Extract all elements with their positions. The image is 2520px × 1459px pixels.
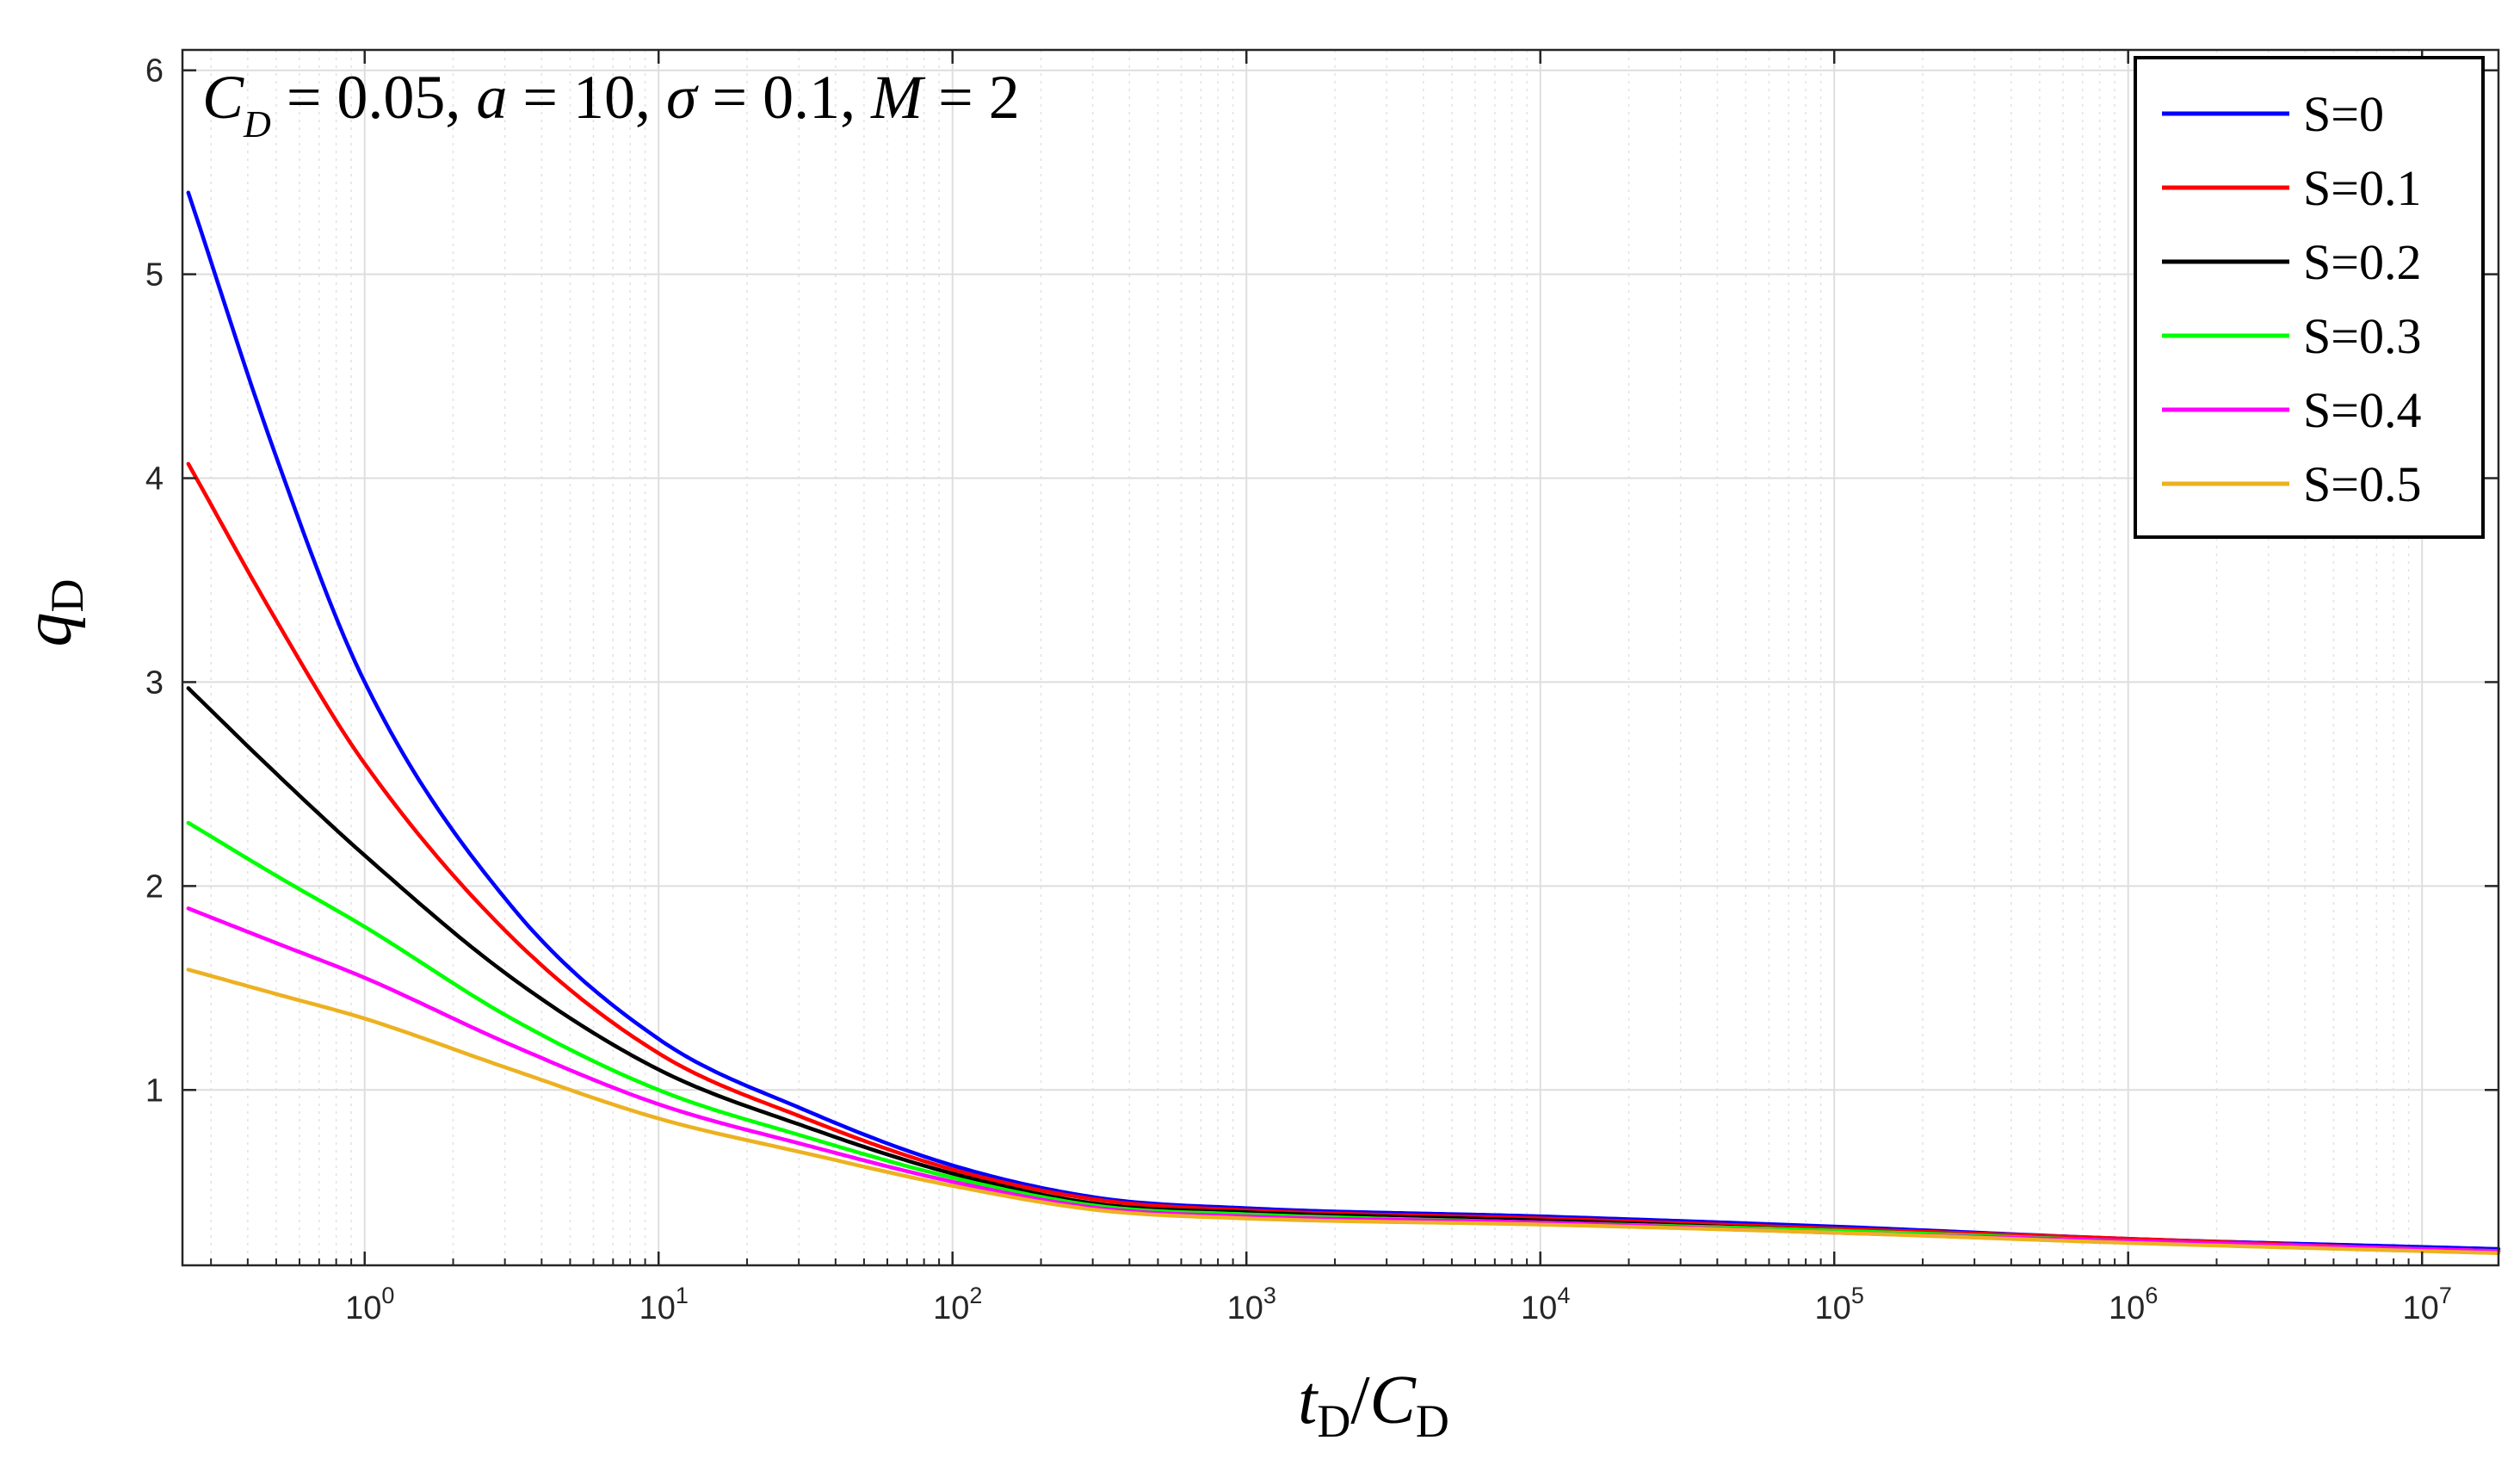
x-tick-label: 106 <box>2109 1283 2158 1326</box>
x-tick-label: 107 <box>2403 1283 2452 1326</box>
major-grid <box>182 50 2498 1265</box>
annot-sigma-value: = 0.1, <box>697 63 872 132</box>
x-tick-label: 102 <box>933 1283 982 1326</box>
x-label-num-subscript: D <box>1317 1395 1350 1447</box>
annot-m-value: = 2 <box>923 63 1020 132</box>
x-tick-base: 10 <box>1227 1290 1263 1326</box>
legend-box <box>2134 56 2485 539</box>
axis-ticks <box>182 50 2498 1265</box>
x-label-num: t <box>1298 1363 1319 1438</box>
x-tick-exponent: 1 <box>676 1283 689 1308</box>
y-tick-label: 3 <box>145 665 164 701</box>
y-label-base: q <box>10 613 86 647</box>
y-tick-label: 2 <box>145 869 164 905</box>
x-tick-base: 10 <box>2109 1290 2145 1326</box>
series-layer <box>186 190 2501 1256</box>
annot-m-symbol: M <box>870 63 926 132</box>
y-axis-label: qD <box>10 579 93 647</box>
x-axis-label: tD/CD <box>1298 1363 1449 1447</box>
x-tick-exponent: 3 <box>1263 1283 1276 1308</box>
y-tick-label: 1 <box>145 1073 164 1109</box>
annot-a-symbol: a <box>476 63 507 132</box>
annot-sigma-symbol: σ <box>666 63 699 132</box>
y-tick-labels: 1 2 3 4 5 6 <box>145 53 164 1110</box>
legend-label-4: S=0.4 <box>2303 382 2421 438</box>
annot-c-value: = 0.05, <box>271 63 477 132</box>
x-tick-label: 100 <box>345 1283 394 1326</box>
x-tick-base: 10 <box>933 1290 969 1326</box>
x-label-separator: / <box>1350 1363 1370 1438</box>
x-tick-base: 10 <box>639 1290 676 1326</box>
annot-c-symbol: C <box>202 63 244 132</box>
y-tick-label: 4 <box>145 461 164 498</box>
legend-label-2: S=0.2 <box>2303 234 2421 290</box>
x-tick-base: 10 <box>1521 1290 1557 1326</box>
parameter-annotation: CD = 0.05, a = 10, σ = 0.1, M = 2 <box>202 63 1020 145</box>
x-tick-exponent: 4 <box>1557 1283 1570 1308</box>
legend-label-3: S=0.3 <box>2303 308 2421 364</box>
legend-label-1: S=0.1 <box>2303 160 2421 216</box>
x-tick-exponent: 0 <box>381 1283 394 1308</box>
y-tick-label: 5 <box>145 257 164 294</box>
legend-label-0: S=0 <box>2303 86 2384 142</box>
y-tick-label: 6 <box>145 53 164 90</box>
annot-a-value: = 10, <box>507 63 666 132</box>
x-tick-exponent: 6 <box>2145 1283 2158 1308</box>
x-tick-base: 10 <box>1815 1290 1851 1326</box>
x-label-den: C <box>1370 1363 1418 1438</box>
x-tick-exponent: 2 <box>969 1283 982 1308</box>
legend-label-5: S=0.5 <box>2303 456 2421 512</box>
plot-frame <box>181 48 2500 1267</box>
legend-entries: S=0 S=0.1 S=0.2 S=0.3 S=0.4 S=0.5 <box>2162 86 2421 512</box>
x-tick-base: 10 <box>2403 1290 2439 1326</box>
series-line-5 <box>186 968 2501 1256</box>
legend: S=0 S=0.1 S=0.2 S=0.3 S=0.4 S=0.5 <box>2134 56 2485 539</box>
x-tick-label: 104 <box>1521 1283 1570 1326</box>
x-tick-label: 103 <box>1227 1283 1276 1326</box>
annot-c-subscript: D <box>243 103 271 145</box>
x-tick-exponent: 7 <box>2439 1283 2452 1308</box>
x-tick-exponent: 5 <box>1851 1283 1864 1308</box>
x-tick-labels: 100 101 102 103 104 105 106 107 <box>345 1283 2452 1326</box>
x-label-den-subscript: D <box>1416 1395 1449 1447</box>
x-tick-label: 101 <box>639 1283 689 1326</box>
x-tick-base: 10 <box>345 1290 381 1326</box>
series-line-4 <box>186 906 2501 1253</box>
x-tick-label: 105 <box>1815 1283 1864 1326</box>
y-label-subscript: D <box>41 579 93 613</box>
